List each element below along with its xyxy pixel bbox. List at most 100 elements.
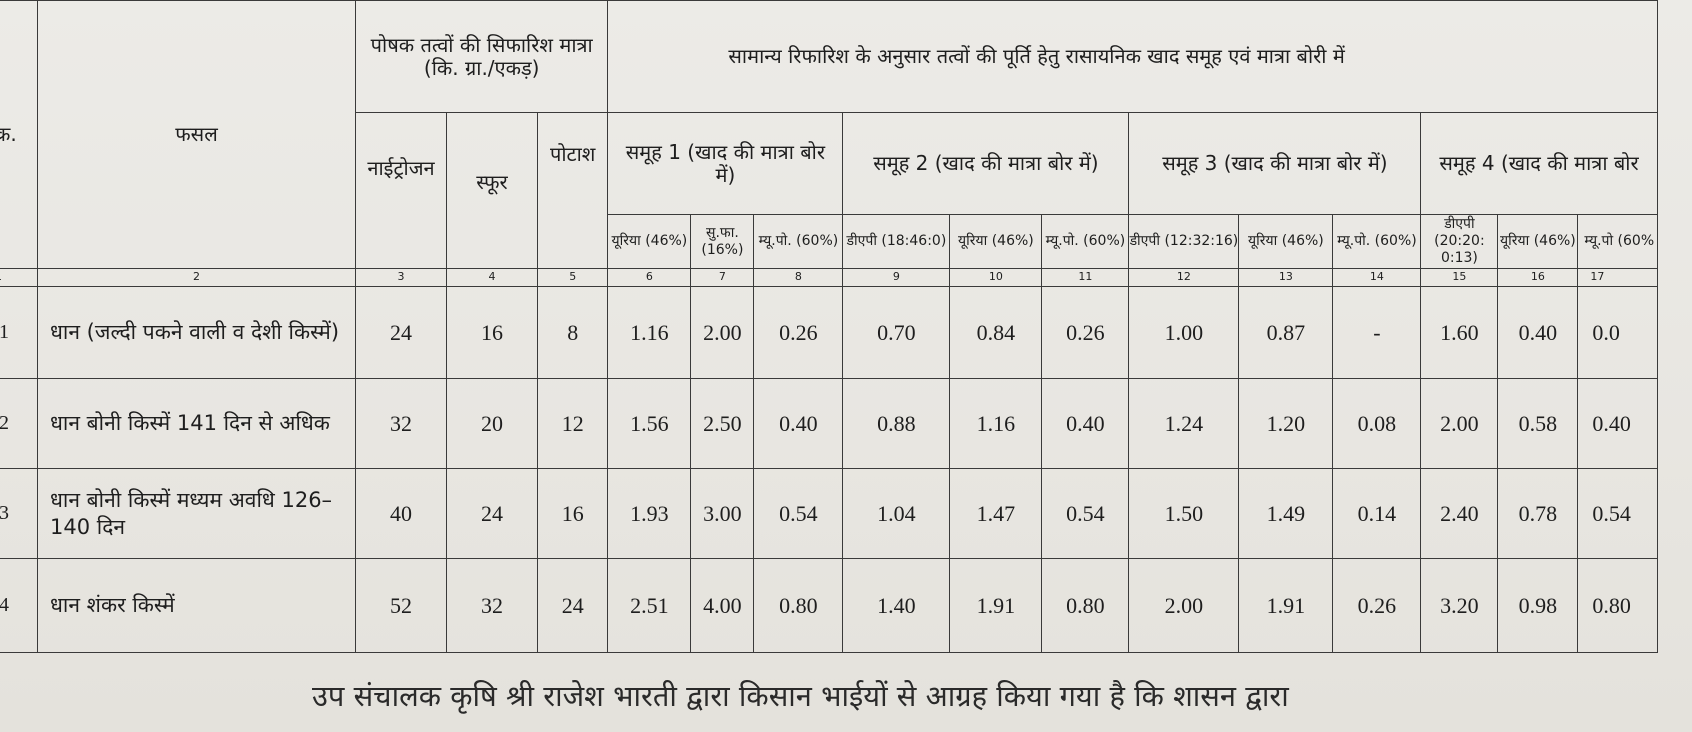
column-number: 9	[842, 268, 951, 287]
column-number: 5	[536, 268, 609, 287]
row-crop: धान शंकर किस्में	[37, 558, 356, 653]
row-phosphorus: 20	[446, 378, 538, 469]
row-value: 0.70	[842, 286, 951, 379]
row-value: 0.26	[1332, 558, 1422, 653]
row-value: 1.20	[1238, 378, 1334, 469]
row-value: 0.58	[1497, 378, 1579, 469]
table-row: 1 धान (जल्दी पकने वाली व देशी किस्में) 2…	[0, 286, 1659, 379]
row-value: 0.84	[949, 286, 1043, 379]
row-value: 2.00	[1420, 378, 1499, 469]
row-potash: 24	[536, 558, 609, 653]
column-number: 3	[355, 268, 447, 287]
row-phosphorus: 32	[446, 558, 538, 653]
row-sr: 1	[0, 286, 38, 379]
row-value: 0.80	[753, 558, 844, 653]
fertilizer-table: क्र. फसल पोषक तत्वों की सिफारिश मात्रा (…	[0, 0, 1659, 653]
row-nitrogen: 24	[355, 286, 447, 379]
column-number: 7	[690, 268, 755, 287]
row-value: 0.40	[1577, 378, 1659, 469]
header-sr: क्र.	[0, 0, 38, 269]
row-value: 4.00	[690, 558, 755, 653]
row-nitrogen: 40	[355, 468, 447, 559]
row-value: 1.24	[1128, 378, 1240, 469]
row-value: 1.16	[949, 378, 1043, 469]
column-number: 4	[446, 268, 538, 287]
header-nitrogen: नाईट्रोजन	[355, 112, 447, 269]
header-group-2: समूह 2 (खाद की मात्रा बोर में)	[842, 112, 1130, 215]
row-value: -	[1332, 286, 1422, 379]
row-potash: 8	[536, 286, 609, 379]
row-value: 1.04	[842, 468, 951, 559]
column-number: 14	[1332, 268, 1422, 287]
row-value: 1.40	[842, 558, 951, 653]
column-number: 1	[0, 268, 38, 287]
row-value: 0.26	[753, 286, 844, 379]
row-value: 1.00	[1128, 286, 1240, 379]
row-value: 3.00	[690, 468, 755, 559]
row-value: 2.51	[607, 558, 692, 653]
row-nitrogen: 32	[355, 378, 447, 469]
subheader-cell: यूरिया (46%)	[607, 214, 692, 269]
column-number: 15	[1420, 268, 1499, 287]
row-value: 0.14	[1332, 468, 1422, 559]
subheader-cell: यूरिया (46%)	[949, 214, 1043, 269]
subheader-cell: म्यू.पो. (60%)	[753, 214, 844, 269]
header-fertilizer: सामान्य रिफारिश के अनुसार तत्वों की पूर्…	[607, 0, 1659, 113]
row-value: 0.40	[1497, 286, 1579, 379]
row-value: 0.26	[1041, 286, 1130, 379]
subheader-cell: म्यू.पो (60%	[1577, 214, 1659, 269]
row-potash: 12	[536, 378, 609, 469]
header-group-4: समूह 4 (खाद की मात्रा बोर	[1420, 112, 1659, 215]
header-group-1: समूह 1 (खाद की मात्रा बोर में)	[607, 112, 844, 215]
row-sr: 3	[0, 468, 38, 559]
footer-text: उप संचालक कृषि श्री राजेश भारती द्वारा क…	[312, 679, 1289, 713]
row-sr: 4	[0, 558, 38, 653]
row-value: 0.80	[1577, 558, 1659, 653]
column-number: 13	[1238, 268, 1334, 287]
table-row: 3 धान बोनी किस्में मध्यम अवधि 126–140 दि…	[0, 468, 1659, 559]
subheader-cell: म्यू.पो. (60%)	[1041, 214, 1130, 269]
row-phosphorus: 24	[446, 468, 538, 559]
table-row: 2 धान बोनी किस्में 141 दिन से अधिक 32 20…	[0, 378, 1659, 469]
table-row: 4 धान शंकर किस्में 52 32 24 2.51 4.00 0.…	[0, 558, 1659, 653]
row-value: 1.56	[607, 378, 692, 469]
row-value: 1.91	[1238, 558, 1334, 653]
row-potash: 16	[536, 468, 609, 559]
subheader-cell: डीएपी (18:46:0)	[842, 214, 951, 269]
row-value: 0.0	[1577, 286, 1659, 379]
row-value: 1.16	[607, 286, 692, 379]
row-value: 3.20	[1420, 558, 1499, 653]
row-value: 0.87	[1238, 286, 1334, 379]
column-number: 2	[37, 268, 356, 287]
header-crop: फसल	[37, 0, 356, 269]
row-value: 1.47	[949, 468, 1043, 559]
subheader-cell: यूरिया (46%)	[1238, 214, 1334, 269]
row-value: 1.91	[949, 558, 1043, 653]
subheader-cell: सु.फा. (16%)	[690, 214, 755, 269]
row-value: 0.78	[1497, 468, 1579, 559]
row-value: 0.40	[1041, 378, 1130, 469]
column-number: 16	[1497, 268, 1579, 287]
column-number: 11	[1041, 268, 1130, 287]
row-value: 0.88	[842, 378, 951, 469]
row-sr: 2	[0, 378, 38, 469]
row-nitrogen: 52	[355, 558, 447, 653]
header-phosphorus: स्फूर	[446, 112, 538, 269]
subheader-cell: यूरिया (46%)	[1497, 214, 1579, 269]
row-value: 0.08	[1332, 378, 1422, 469]
header-group-3: समूह 3 (खाद की मात्रा बोर में)	[1128, 112, 1422, 215]
row-crop: धान बोनी किस्में मध्यम अवधि 126–140 दिन	[37, 468, 356, 559]
row-value: 0.54	[1041, 468, 1130, 559]
row-phosphorus: 16	[446, 286, 538, 379]
row-value: 1.50	[1128, 468, 1240, 559]
row-value: 0.54	[1577, 468, 1659, 559]
subheader-cell: डीएपी (12:32:16)	[1128, 214, 1240, 269]
row-value: 2.00	[1128, 558, 1240, 653]
row-value: 2.50	[690, 378, 755, 469]
row-value: 0.40	[753, 378, 844, 469]
row-crop: धान (जल्दी पकने वाली व देशी किस्में)	[37, 286, 356, 379]
row-value: 0.80	[1041, 558, 1130, 653]
header-potash: पोटाश	[536, 112, 609, 269]
header-nutrients: पोषक तत्वों की सिफारिश मात्रा (कि. ग्रा.…	[354, 0, 609, 113]
column-number: 12	[1128, 268, 1240, 287]
